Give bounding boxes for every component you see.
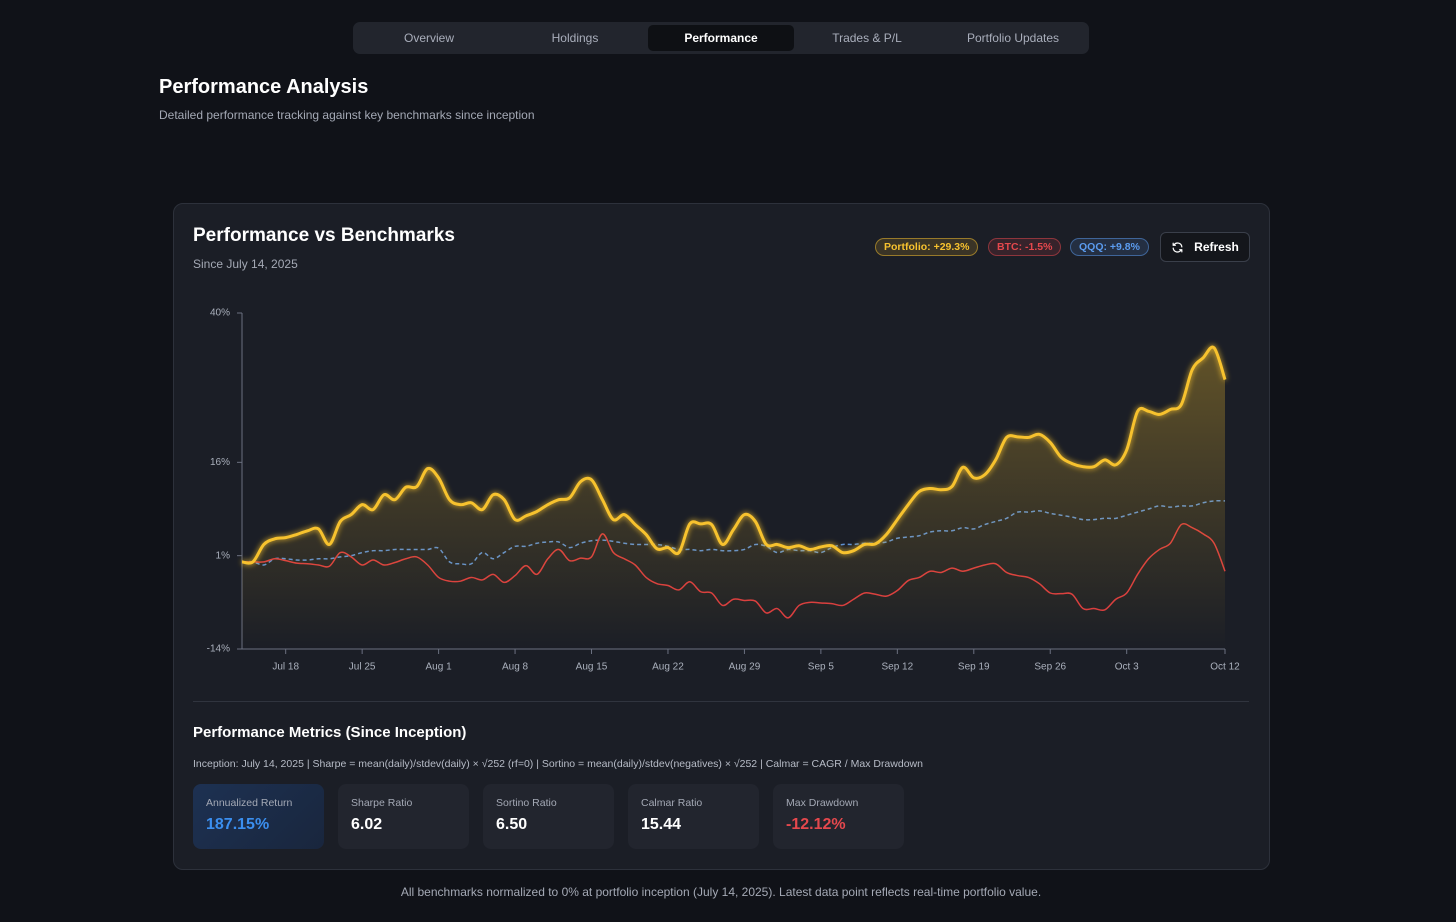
refresh-button[interactable]: Refresh xyxy=(1160,232,1250,262)
page-title: Performance Analysis xyxy=(159,76,369,98)
metric-card: Sharpe Ratio 6.02 xyxy=(338,784,469,849)
metric-label: Annualized Return xyxy=(206,797,293,809)
metric-card: Calmar Ratio 15.44 xyxy=(628,784,759,849)
metric-value: -12.12% xyxy=(786,816,846,833)
nav-tab[interactable]: Holdings xyxy=(551,31,599,45)
page-subtitle: Detailed performance tracking against ke… xyxy=(159,108,535,122)
metric-card: Annualized Return 187.15% xyxy=(193,784,324,849)
nav-tab[interactable]: Portfolio Updates xyxy=(966,31,1060,45)
nav-tab[interactable]: Performance xyxy=(648,25,794,51)
metric-card: Max Drawdown -12.12% xyxy=(773,784,904,849)
nav-tab[interactable]: Overview xyxy=(403,31,454,45)
metric-label: Sortino Ratio xyxy=(496,797,557,809)
metric-card: Sortino Ratio 6.50 xyxy=(483,784,614,849)
refresh-label: Refresh xyxy=(1194,240,1239,254)
metric-label: Max Drawdown xyxy=(786,797,859,809)
card-subtitle: Since July 14, 2025 xyxy=(193,257,298,271)
refresh-icon xyxy=(1172,241,1183,253)
metrics-title: Performance Metrics (Since Inception) xyxy=(193,724,467,741)
footer-note: All benchmarks normalized to 0% at portf… xyxy=(400,885,1042,899)
card-title: Performance vs Benchmarks xyxy=(193,225,455,246)
metric-value: 15.44 xyxy=(641,816,682,833)
metric-value: 6.02 xyxy=(351,816,383,833)
legend-badge: Portfolio: +29.3% xyxy=(875,238,979,256)
metric-label: Calmar Ratio xyxy=(641,797,703,809)
separator xyxy=(193,701,1249,702)
metric-label: Sharpe Ratio xyxy=(351,797,413,809)
nav-tab[interactable]: Trades & P/L xyxy=(832,31,902,45)
metric-value: 6.50 xyxy=(496,816,528,833)
metrics-formula: Inception: July 14, 2025 | Sharpe = mean… xyxy=(193,758,923,770)
tab-bar: Overview Holdings Performance Trades & P/L P… xyxy=(353,22,1089,54)
legend-badge: BTC: -1.5% xyxy=(988,238,1062,256)
legend-badge: QQQ: +9.8% xyxy=(1070,238,1149,256)
metric-value: 187.15% xyxy=(206,816,270,833)
